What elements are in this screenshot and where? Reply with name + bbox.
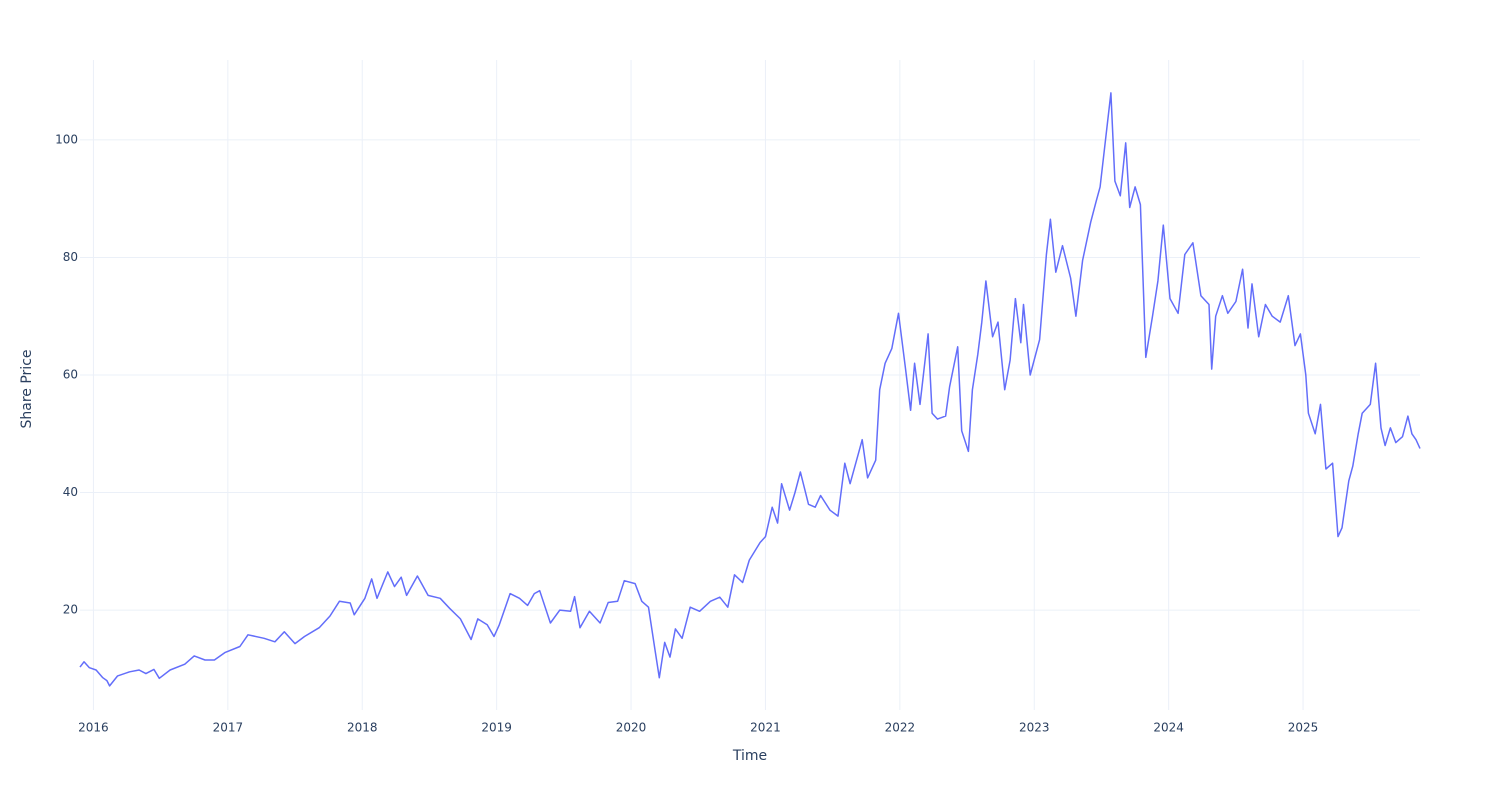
x-tick-label: 2024 — [1153, 721, 1184, 735]
y-tick-label: 100 — [55, 132, 78, 146]
price-line — [79, 92, 1421, 687]
x-tick-label: 2021 — [750, 721, 781, 735]
x-tick-label: 2019 — [481, 721, 512, 735]
y-tick-label: 40 — [63, 485, 78, 499]
x-tick-label: 2023 — [1019, 721, 1050, 735]
x-tick-label: 2016 — [78, 721, 109, 735]
x-tick-label: 2020 — [616, 721, 647, 735]
y-tick-label: 80 — [63, 250, 78, 264]
x-axis-title: Time — [732, 748, 767, 764]
y-axis-title: Share Price — [19, 349, 35, 428]
x-tick-label: 2017 — [213, 721, 244, 735]
y-tick-label: 20 — [63, 603, 78, 617]
x-tick-label: 2022 — [885, 721, 916, 735]
x-tick-label: 2018 — [347, 721, 378, 735]
y-tick-label: 60 — [63, 368, 78, 382]
x-tick-label: 2025 — [1288, 721, 1319, 735]
